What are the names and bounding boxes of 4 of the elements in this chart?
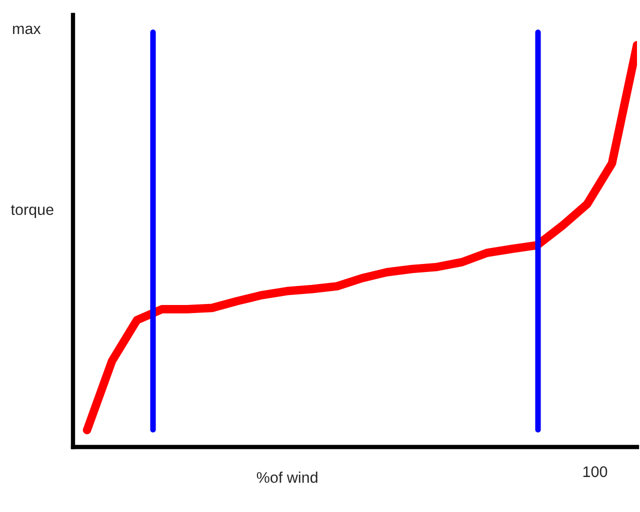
text: max [13,26,41,34]
text: 100 [583,466,608,478]
y-axis-title: torque [10,204,54,218]
x-axis-title: %of wind [256,472,318,483]
